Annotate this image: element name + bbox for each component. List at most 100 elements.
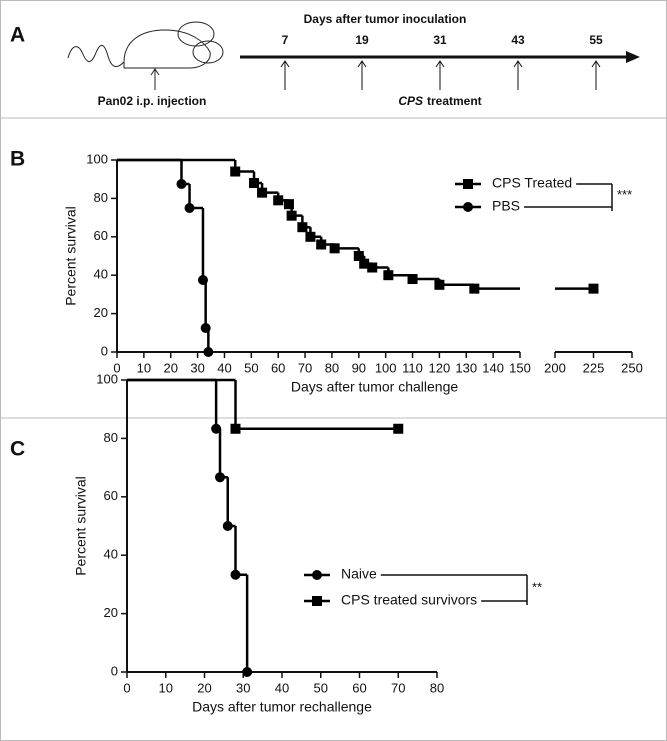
x-tick-label: 50 (314, 680, 328, 695)
treatment-label: CPS treatment (398, 94, 481, 108)
x-tick-label: 70 (391, 680, 405, 695)
treatment-arrowhead (357, 60, 367, 68)
marker (359, 258, 370, 269)
y-tick-label: 0 (111, 663, 118, 678)
panel-label: A (10, 24, 25, 47)
x-tick-label: 20 (197, 680, 211, 695)
marker (273, 195, 284, 206)
treatment-arrowhead (280, 60, 290, 68)
marker (434, 279, 445, 290)
x-tick-label: 130 (455, 360, 477, 375)
x-tick-label: 200 (544, 360, 566, 375)
mouse-icon (67, 21, 224, 90)
y-tick-label: 60 (94, 228, 108, 243)
x-tick-label: 0 (113, 360, 120, 375)
x-tick-label: 110 (402, 360, 423, 375)
legend-label: CPS Treated (492, 175, 572, 191)
y-tick-label: 100 (86, 151, 108, 166)
x-tick-label: 40 (217, 360, 231, 375)
marker (407, 274, 418, 285)
legend-marker (312, 596, 322, 606)
marker (329, 243, 340, 254)
marker (588, 283, 599, 294)
x-tick-label: 20 (163, 360, 177, 375)
marker (469, 283, 480, 294)
day-label: 7 (282, 33, 289, 47)
marker (230, 423, 241, 434)
marker (222, 521, 233, 531)
x-tick-label: 30 (236, 680, 250, 695)
legend-label: CPS treated survivors (341, 592, 477, 608)
day-label: 19 (355, 33, 369, 47)
y-axis-title: Percent survival (73, 476, 89, 576)
y-tick-label: 100 (96, 371, 118, 386)
marker (230, 569, 241, 580)
marker (211, 423, 222, 434)
schedule-title: Days after tumor inoculation (304, 12, 467, 26)
treatment-word: treatment (427, 94, 482, 108)
x-tick-label: 0 (123, 680, 130, 695)
legend-marker (463, 179, 473, 189)
y-tick-label: 80 (94, 190, 108, 205)
marker (249, 178, 260, 189)
y-tick-label: 0 (101, 343, 108, 358)
marker (242, 667, 253, 677)
panel-label: C (10, 438, 25, 461)
significance: ** (532, 579, 542, 594)
legend-marker (312, 570, 322, 580)
marker (203, 347, 214, 357)
marker (215, 472, 225, 483)
marker (230, 166, 241, 177)
x-tick-label: 80 (430, 680, 444, 695)
x-axis-title: Days after tumor rechallenge (192, 699, 372, 715)
y-axis-title: Percent survival (63, 206, 79, 306)
x-tick-label: 150 (509, 360, 531, 375)
survival-step (234, 380, 399, 431)
marker (383, 270, 394, 281)
legend-label: Naive (341, 566, 377, 582)
marker (297, 222, 308, 233)
x-tick-label: 70 (298, 360, 312, 375)
injection-label: Pan02 i.p. injection (98, 94, 207, 108)
marker (286, 210, 297, 221)
x-tick-label: 40 (275, 680, 289, 695)
day-label: 43 (511, 33, 525, 47)
panel-label: B (10, 148, 25, 171)
legend-marker (463, 202, 473, 212)
x-tick-label: 80 (325, 360, 339, 375)
x-tick-label: 60 (352, 680, 366, 695)
x-tick-label: 10 (137, 360, 151, 375)
marker (316, 239, 327, 250)
x-tick-label: 140 (482, 360, 504, 375)
marker (305, 231, 316, 242)
day-label: 55 (589, 33, 603, 47)
day-label: 31 (433, 33, 447, 47)
x-tick-label: 10 (159, 680, 173, 695)
marker (353, 251, 364, 261)
marker (184, 203, 195, 213)
marker (283, 199, 294, 210)
x-tick-label: 225 (583, 360, 605, 375)
y-tick-label: 40 (94, 267, 108, 282)
treatment-arrowhead (435, 60, 445, 68)
treatment-drug: CPS (398, 94, 423, 108)
treatment-arrowhead (513, 60, 523, 68)
y-tick-label: 20 (104, 605, 118, 620)
x-tick-label: 50 (244, 360, 258, 375)
marker (393, 423, 404, 434)
marker (257, 187, 268, 198)
significance: *** (617, 187, 632, 202)
x-tick-label: 250 (621, 360, 643, 375)
y-tick-label: 20 (94, 305, 108, 320)
y-tick-label: 80 (104, 430, 118, 445)
y-tick-label: 40 (104, 547, 118, 562)
marker (176, 179, 187, 189)
treatment-arrowhead (591, 60, 601, 68)
marker (367, 262, 378, 273)
y-tick-label: 60 (104, 488, 118, 503)
x-tick-label: 90 (352, 360, 366, 375)
x-axis-title: Days after tumor challenge (291, 379, 459, 395)
legend-label: PBS (492, 198, 520, 214)
